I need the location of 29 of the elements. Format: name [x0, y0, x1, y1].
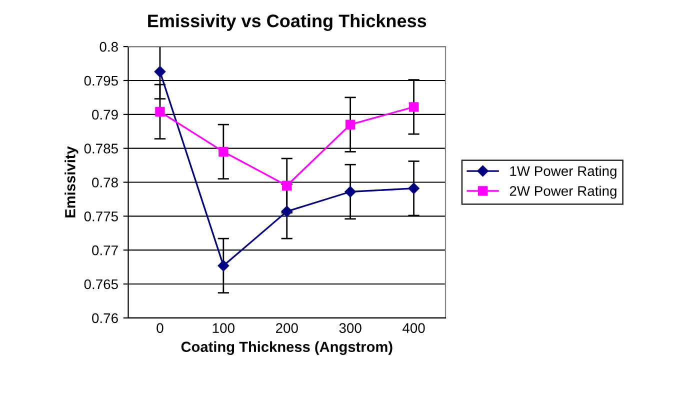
y-axis-title: Emissivity — [64, 146, 78, 218]
y-tick-label: 0.775 — [84, 212, 118, 222]
point — [281, 206, 292, 218]
x-tick-label: 0 — [156, 323, 164, 333]
point — [154, 66, 166, 78]
point — [344, 186, 356, 198]
x-tick-label: 100 — [212, 323, 234, 333]
y-tick-label: 0.785 — [84, 144, 118, 154]
y-tick-label: 0.78 — [92, 178, 118, 188]
y-tick-label: 0.795 — [84, 76, 118, 86]
point — [408, 102, 419, 112]
y-tick-label: 0.8 — [100, 42, 118, 52]
point — [218, 146, 228, 157]
point — [155, 106, 165, 117]
point — [282, 180, 292, 191]
x-axis-title: Coating Thickness (Angstrom) — [181, 341, 392, 355]
x-tick-label: 200 — [276, 323, 298, 333]
x-tick-label: 300 — [339, 323, 362, 333]
chart-title: Emissivity vs Coating Thickness — [148, 14, 426, 31]
legend-label: 2W Power Rating — [510, 186, 616, 199]
point — [218, 260, 230, 272]
point — [408, 182, 420, 194]
y-tick-label: 0.76 — [92, 313, 118, 324]
point — [345, 120, 356, 130]
y-tick-label: 0.77 — [92, 245, 118, 256]
x-tick-label: 400 — [402, 323, 425, 333]
legend-label: 1W Power Rating — [510, 166, 616, 179]
y-tick-label: 0.765 — [84, 279, 118, 290]
y-tick-label: 0.79 — [92, 110, 118, 120]
